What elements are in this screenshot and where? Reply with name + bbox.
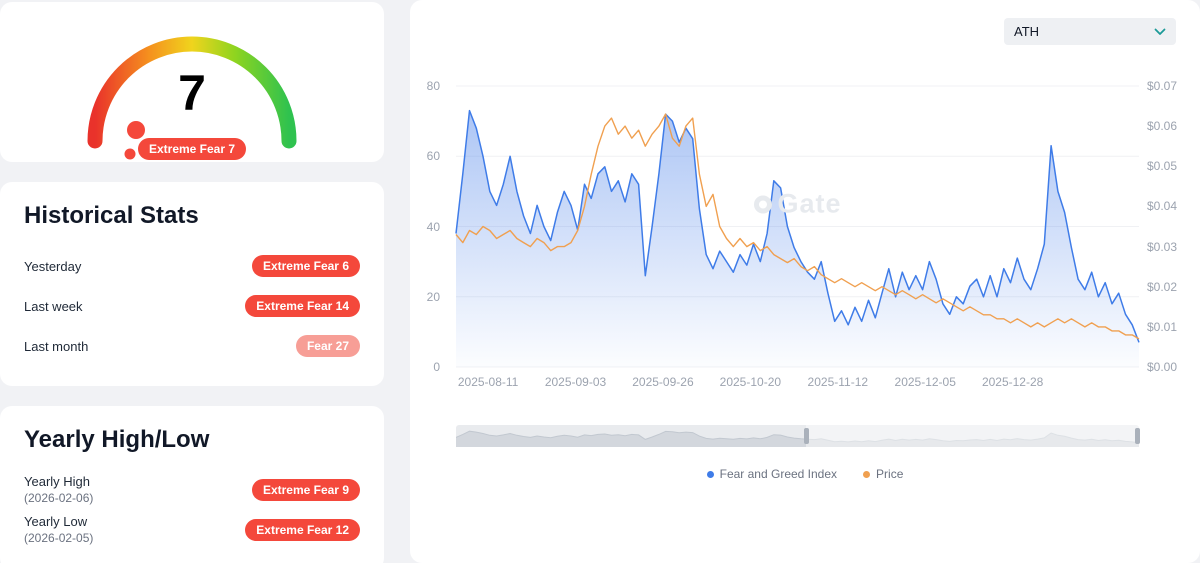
status-badge: Extreme Fear 6: [251, 255, 360, 277]
time-range-select[interactable]: ATH: [1004, 18, 1176, 45]
legend-item-index[interactable]: Fear and Greed Index: [706, 467, 838, 481]
chart-plot-area[interactable]: Gate 0 20 40 60 80 $0.00 $0.01 $0.02 $0.03 $0.04…: [427, 79, 1177, 389]
status-badge: Fear 27: [295, 335, 360, 357]
right-y-axis: $0.00 $0.01 $0.02 $0.03 $0.04 $0.05 $0.06 $0.07: [1147, 79, 1178, 374]
stat-row-last-week: Last week Extreme Fear 14: [24, 286, 360, 326]
brush-handle-left[interactable]: [803, 428, 809, 444]
line-chart: [455, 85, 1140, 368]
stat-label: Yearly High: [24, 474, 91, 490]
brush-track: [456, 425, 1139, 447]
status-badge: Extreme Fear 9: [251, 479, 360, 501]
stat-row-last-month: Last month Fear 27: [24, 326, 360, 366]
chart-header: ATH: [434, 0, 1176, 60]
stat-row-yesterday: Yesterday Extreme Fear 6: [24, 246, 360, 286]
legend-label: Fear and Greed Index: [719, 467, 838, 481]
stat-label: Yearly Low: [24, 514, 88, 530]
gauge-value: 7: [178, 65, 206, 121]
fear-greed-gauge-card: 7 Extreme Fear 7: [0, 2, 384, 162]
price-legend-dot: [863, 470, 871, 478]
brush-sparkline-line: [456, 430, 1139, 444]
left-sidebar: 7 Extreme Fear 7 Historical Stats Yester…: [0, 0, 384, 563]
legend-label: Price: [876, 467, 904, 481]
yearly-high-low-card: Yearly High/Low Yearly High (2026-02-06)…: [0, 406, 384, 563]
fear-greed-index-line: [455, 109, 1140, 343]
fear-greed-chart-panel: ATH Gate 0 20 40 60 80 $0.00 $0.01 $0.02 $0.03 $…: [410, 0, 1200, 563]
historical-stats-card: Historical Stats Yesterday Extreme Fear …: [0, 182, 384, 386]
stat-label: Last month: [24, 338, 89, 354]
price-line: [455, 113, 1140, 340]
status-badge: Extreme Fear 14: [245, 295, 360, 317]
stat-label: Last week: [24, 298, 83, 314]
gauge-arc: [87, 36, 297, 160]
x-axis: 2025-08-11 2025-09-03 2025-09-26 2025-10-20…: [457, 375, 1044, 389]
stat-date: (2026-02-06): [24, 490, 94, 505]
yearly-high-low-title: Yearly High/Low: [24, 426, 210, 453]
historical-stats-title: Historical Stats: [24, 202, 199, 229]
chart-legend: Fear and Greed Index Price: [434, 467, 1176, 481]
stat-row-yearly-low: Yearly Low (2026-02-05) Extreme Fear 12: [24, 510, 360, 550]
legend-item-price[interactable]: Price: [863, 467, 903, 481]
brush-handle-right[interactable]: [1134, 428, 1140, 444]
chart-brush[interactable]: [456, 425, 1140, 447]
gauge-needle: [124, 121, 145, 160]
stat-label: Yesterday: [24, 258, 82, 274]
gauge-status-badge: Extreme Fear 7: [137, 138, 247, 160]
stat-row-yearly-high: Yearly High (2026-02-06) Extreme Fear 9: [24, 470, 360, 510]
chevron-down-icon: [1154, 28, 1166, 35]
status-badge: Extreme Fear 12: [245, 519, 360, 541]
index-area-fill: [456, 110, 1139, 367]
left-y-axis: 0 20 40 60 80: [426, 79, 440, 374]
stat-date: (2026-02-05): [24, 530, 94, 545]
fear-greed-gauge: 7 Extreme Fear 7: [62, 2, 322, 162]
brush-sparkline-area: [456, 431, 1139, 447]
brush-unselected-overlay: [805, 425, 1139, 447]
time-range-value: ATH: [1014, 24, 1040, 39]
index-legend-dot: [706, 470, 714, 478]
